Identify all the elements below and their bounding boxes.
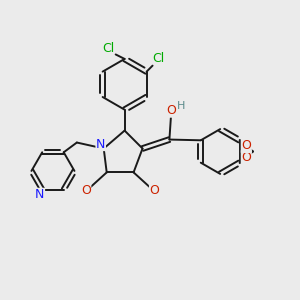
Text: N: N [35,188,44,201]
Text: O: O [242,151,251,164]
Text: O: O [242,140,251,152]
Text: O: O [149,184,159,197]
Text: O: O [81,184,91,197]
Text: Cl: Cl [102,42,114,55]
Text: Cl: Cl [152,52,165,65]
Text: O: O [166,104,176,117]
Text: N: N [96,137,105,151]
Text: H: H [177,101,185,111]
